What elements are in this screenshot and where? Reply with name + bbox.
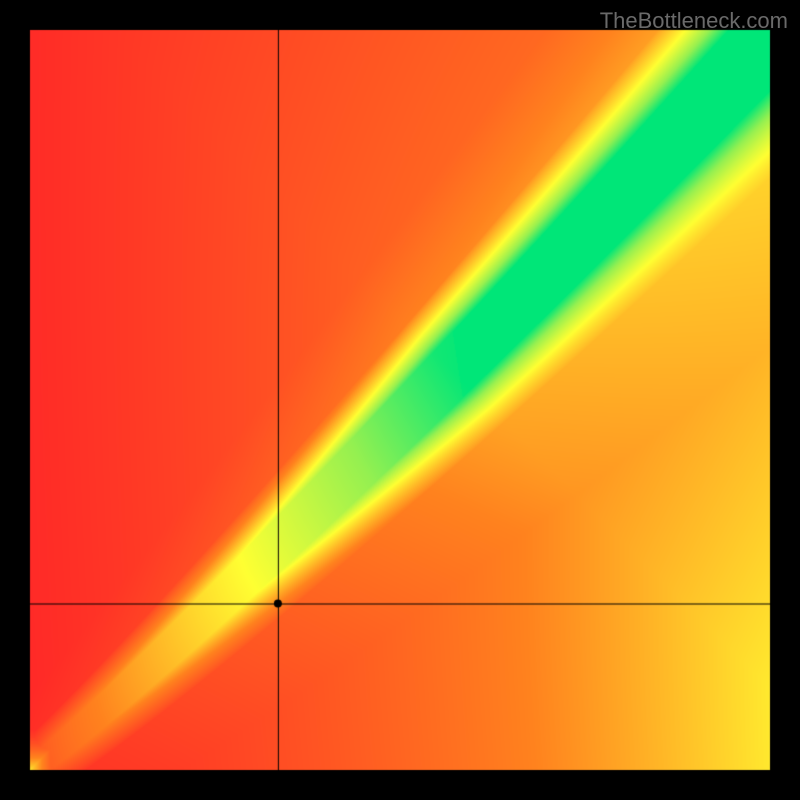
heatmap-canvas [0, 0, 800, 800]
watermark-text: TheBottleneck.com [600, 8, 788, 34]
chart-container: TheBottleneck.com [0, 0, 800, 800]
